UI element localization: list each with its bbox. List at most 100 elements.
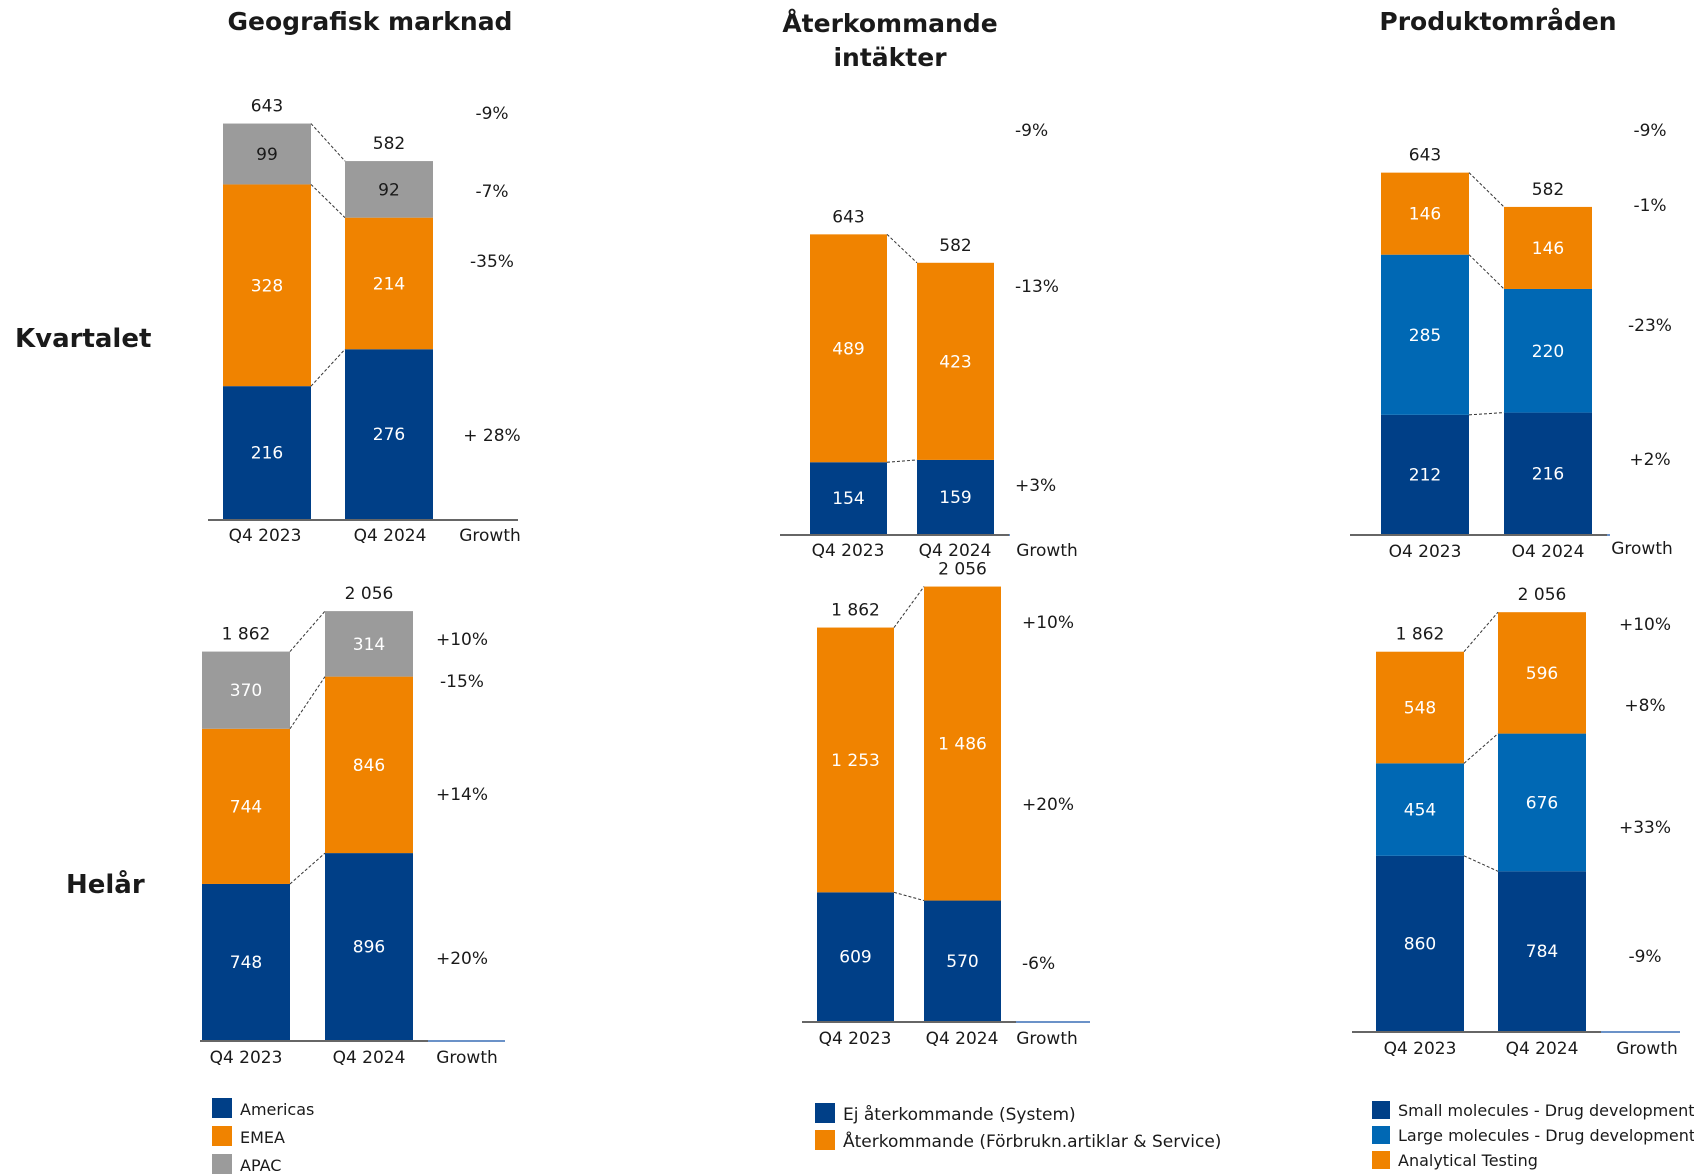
chart-rec-quarter: 154 489 643 159 423 582 Q4 2023 Q4 2024 Growth -9… (780, 121, 1078, 561)
bar-label-geo-year-1-2: 314 (353, 635, 385, 655)
total-label-prod-year-0: 1 862 (1396, 625, 1445, 645)
growth-value-prod-quarter-2: -1% (1633, 196, 1666, 216)
growth-value-prod-year-2: +8% (1624, 696, 1665, 716)
legend-geo-item-2: APAC (240, 1156, 281, 1175)
bar-label-prod-quarter-0-0: 212 (1409, 465, 1441, 485)
bar-segment-rec-year-0-1 (817, 627, 894, 893)
total-label-geo-quarter-1: 582 (373, 134, 405, 154)
geo-title: Geografisk marknad (228, 7, 513, 36)
growth-value-geo-year-2: -15% (440, 672, 484, 692)
legend-geo-item-1: EMEA (240, 1128, 285, 1147)
growth-value-geo-year-1: +14% (436, 785, 488, 805)
connector-prod-year-0 (1463, 855, 1499, 872)
row-label-year: Helår (66, 868, 145, 900)
legend-rec-item-0: Ej återkommande (System) (843, 1104, 1076, 1125)
total-growth-geo-quarter: -9% (475, 104, 508, 124)
growth-value-geo-quarter-2: -7% (475, 182, 508, 202)
total-label-rec-year-0: 1 862 (831, 601, 880, 621)
total-label-rec-quarter-0: 643 (832, 207, 864, 227)
connector-prod-quarter-0 (1468, 412, 1505, 416)
growth-header-rec-year: Growth (1016, 1029, 1078, 1049)
category-label-geo-year-0: Q4 2023 (210, 1048, 283, 1068)
legend-geo-swatch-1 (212, 1126, 232, 1146)
legend-geo-swatch-2 (212, 1154, 232, 1174)
bar-label-geo-quarter-1-1: 214 (373, 274, 405, 294)
bar-segment-prod-year-0-1 (1376, 763, 1464, 856)
growth-value-prod-year-1: +33% (1619, 818, 1671, 838)
total-growth-rec-quarter: -9% (1015, 121, 1048, 141)
category-label-rec-quarter-0: Q4 2023 (812, 541, 885, 561)
growth-header-prod-year: Growth (1616, 1039, 1678, 1059)
legend-prod-swatch-2 (1372, 1151, 1390, 1169)
chart-prod-year: 860 454 548 1 862 784 676 596 2 056 Q4 2023 Q4 20… (1352, 585, 1680, 1059)
category-label-geo-quarter-1: Q4 2024 (354, 526, 427, 546)
connector-geo-year-0 (289, 852, 326, 885)
bar-segment-rec-year-1-1 (924, 586, 1001, 901)
bar-segment-prod-year-1-1 (1498, 733, 1586, 872)
legend-prod-item-0: Small molecules - Drug development (1398, 1101, 1694, 1120)
bar-label-geo-quarter-0-1: 328 (251, 276, 283, 296)
bar-label-geo-quarter-1-0: 276 (373, 425, 405, 445)
growth-value-geo-quarter-1: -35% (470, 252, 514, 272)
bar-label-prod-year-1-1: 676 (1526, 793, 1558, 813)
legends-layer: Americas EMEA APAC Ej återkommande (System)… (212, 1098, 1694, 1175)
bar-label-geo-year-0-2: 370 (230, 681, 262, 701)
bar-segment-rec-quarter-1-1 (917, 262, 994, 460)
bar-label-rec-year-0-0: 609 (839, 948, 871, 968)
total-label-prod-year-1: 2 056 (1518, 585, 1567, 605)
bar-label-geo-quarter-0-2: 99 (256, 145, 278, 165)
bar-segment-geo-year-0-1 (202, 728, 290, 884)
connector-rec-year-0 (893, 891, 925, 902)
chart-geo-quarter: 216 328 99 643 276 214 92 582 Q4 2023 Q4 2024 Grow… (208, 97, 521, 546)
charts-layer: 216 328 99 643 276 214 92 582 Q4 2023 Q4 2024 Grow… (200, 97, 1680, 1068)
total-label-geo-year-1: 2 056 (345, 584, 394, 604)
category-label-prod-year-1: Q4 2024 (1506, 1039, 1579, 1059)
recurring-title-line1: Återkommande (782, 9, 997, 38)
bar-segment-rec-quarter-0-1 (810, 234, 887, 463)
legend-prod-item-1: Large molecules - Drug development (1398, 1126, 1694, 1145)
bar-label-prod-year-0-1: 454 (1404, 801, 1436, 821)
growth-header-prod-quarter: Growth (1611, 539, 1673, 559)
connector-geo-quarter-0 (310, 348, 346, 387)
total-label-rec-year-1: 2 056 (938, 560, 987, 580)
bar-label-prod-quarter-1-0: 216 (1532, 464, 1564, 484)
bar-segment-prod-quarter-0-0 (1381, 414, 1469, 534)
bar-segment-prod-quarter-0-1 (1381, 254, 1469, 415)
connector-geo-year-2 (289, 610, 326, 652)
bar-label-geo-year-1-0: 896 (353, 938, 385, 958)
connector-prod-year-2 (1463, 611, 1499, 653)
bar-segment-geo-year-0-0 (202, 883, 290, 1040)
growth-header-rec-quarter: Growth (1016, 541, 1078, 561)
connector-rec-quarter-1 (886, 233, 918, 264)
bar-label-rec-quarter-0-0: 154 (832, 489, 864, 509)
bar-label-rec-quarter-1-0: 159 (939, 488, 971, 508)
growth-header-geo-year: Growth (436, 1048, 498, 1068)
connector-prod-quarter-2 (1468, 172, 1505, 208)
total-growth-rec-year: +10% (1022, 613, 1074, 633)
growth-value-rec-year-1: +20% (1022, 795, 1074, 815)
category-label-prod-quarter-0: O4 2023 (1389, 542, 1462, 562)
bar-segment-prod-year-0-2 (1376, 651, 1464, 764)
bar-label-rec-quarter-1-1: 423 (939, 352, 971, 372)
bar-label-prod-year-1-0: 784 (1526, 942, 1558, 962)
legend-prod-item-2: Analytical Testing (1398, 1151, 1538, 1170)
total-label-geo-year-0: 1 862 (222, 625, 271, 645)
category-label-geo-quarter-0: Q4 2023 (229, 526, 302, 546)
growth-value-prod-quarter-1: -23% (1628, 316, 1672, 336)
connector-rec-quarter-0 (886, 459, 918, 463)
total-growth-prod-quarter: -9% (1633, 121, 1666, 141)
bar-segment-rec-year-0-0 (817, 892, 894, 1021)
bar-segment-geo-quarter-1-2 (345, 161, 433, 218)
growth-value-geo-year-0: +20% (436, 949, 488, 969)
category-label-rec-year-1: Q4 2024 (926, 1029, 999, 1049)
bar-segment-geo-quarter-0-1 (223, 184, 311, 387)
legend-prod-swatch-0 (1372, 1101, 1390, 1119)
connector-prod-quarter-1 (1468, 254, 1505, 290)
connector-prod-year-1 (1463, 733, 1499, 764)
bar-segment-geo-quarter-0-0 (223, 386, 311, 519)
bar-segment-prod-year-0-0 (1376, 855, 1464, 1031)
bar-segment-geo-year-1-0 (325, 853, 413, 1040)
bar-label-prod-quarter-1-2: 146 (1532, 239, 1564, 259)
product-title: Produktområden (1379, 7, 1616, 36)
bar-label-geo-year-0-0: 748 (230, 953, 262, 973)
